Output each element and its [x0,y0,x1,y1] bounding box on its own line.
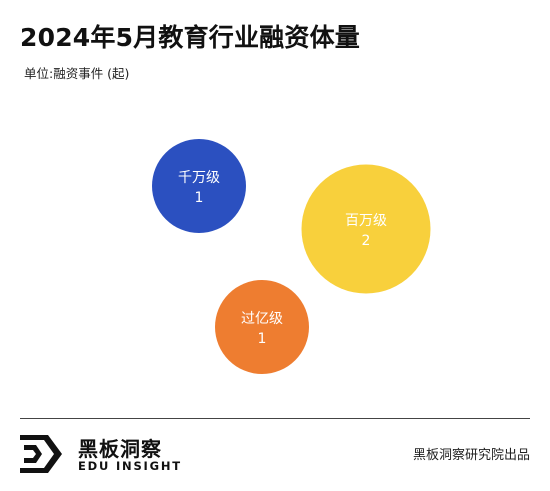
brand-logo: 黑板洞察 EDU INSIGHT [20,433,200,475]
bubble-1-category-label: 千万级 [178,170,220,186]
bubble-1-circle [152,139,246,233]
footer-divider [20,418,530,419]
bubble-2-circle [301,164,431,294]
bubble-3-circle [215,280,309,374]
bubble-2-category-label: 百万级 [345,213,387,229]
source-credit: 黑板洞察研究院出品 [412,448,530,463]
bubble-3-category-label: 过亿级 [241,311,283,327]
bubble-3-value-label: 1 [258,331,267,347]
brand-logo-icon [20,435,62,473]
brand-logo-en: EDU INSIGHT [78,459,182,473]
bubble-2-value-label: 2 [362,233,371,249]
bubble-1-value-label: 1 [195,190,204,206]
chart-unit-subtitle: 单位:融资事件 (起) [24,66,130,81]
brand-logo-cn: 黑板洞察 [78,437,162,461]
chart-title: 2024年5月教育行业融资体量 [20,23,360,52]
